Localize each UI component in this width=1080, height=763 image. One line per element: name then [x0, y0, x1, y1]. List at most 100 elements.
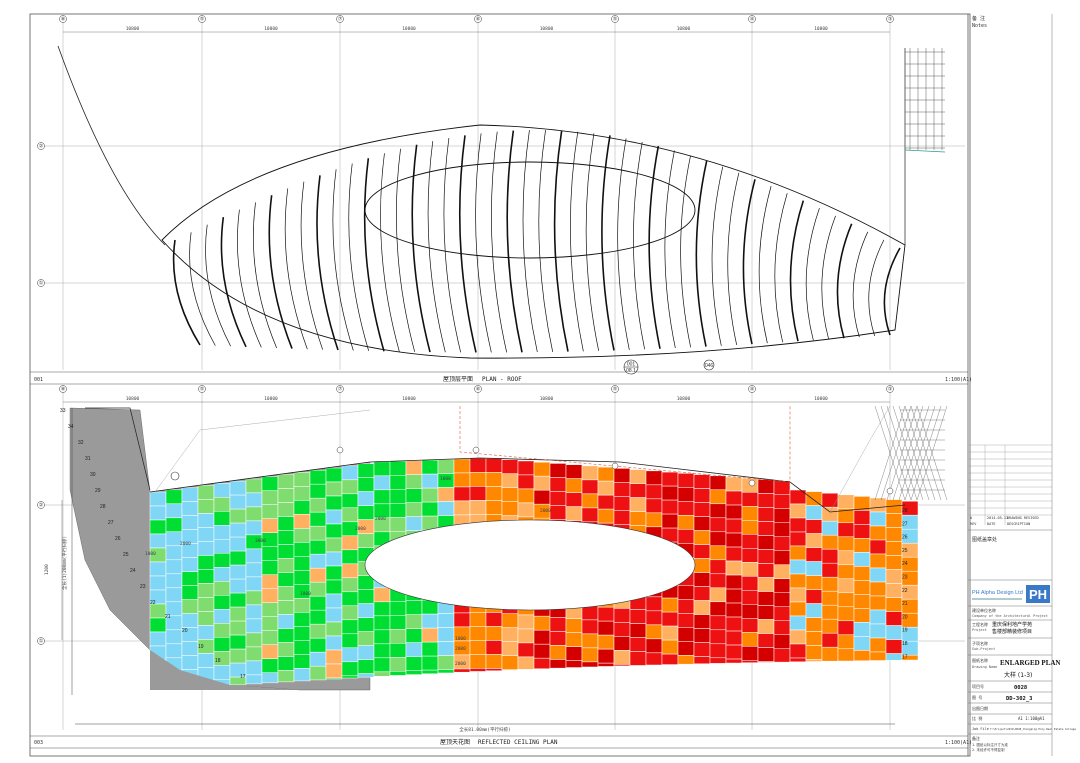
ceiling-tile [261, 644, 279, 659]
ceiling-tile [645, 512, 663, 528]
ceiling-tile [661, 471, 679, 487]
section-marker-icon[interactable]: 001 08.1 [623, 359, 639, 375]
roof-rib [883, 247, 901, 336]
ceiling-tile [261, 518, 279, 533]
section-tag-top: 001 [627, 362, 636, 368]
ceiling-tile [821, 604, 839, 620]
ceiling-tile [693, 544, 711, 559]
ceiling-tile [213, 553, 231, 568]
row-number-right: 17 [902, 654, 908, 660]
ceiling-tile [181, 585, 199, 600]
ceiling-tile [725, 560, 743, 576]
roof-rib [363, 158, 385, 352]
ceiling-tile [613, 636, 631, 651]
grid-bubble-icon: ② [37, 501, 45, 509]
ceiling-tile [853, 524, 871, 539]
ceiling-tile [693, 642, 711, 657]
ceiling-tile [581, 479, 599, 495]
ceiling-tile [197, 625, 215, 640]
ceiling-tile [821, 492, 839, 508]
ceiling-tile [309, 665, 327, 681]
ceiling-tile [485, 640, 503, 655]
row-number-left: 27 [108, 520, 114, 526]
ceiling-tile [245, 646, 263, 662]
ceiling-tile [405, 642, 423, 657]
ceiling-tile [885, 527, 903, 542]
ceiling-tile [709, 629, 727, 645]
ceiling-tile [501, 487, 519, 502]
ceiling-tile [805, 617, 823, 632]
ceiling-tile [533, 489, 551, 505]
ceiling-tile [373, 629, 391, 645]
grid-bubble-icon: ② [37, 142, 45, 150]
roof-rib [189, 232, 216, 346]
ceiling-tile [837, 592, 855, 608]
small-dimension: 2000 [355, 526, 366, 532]
ceiling-tile [565, 492, 583, 507]
ceiling-tile [229, 494, 247, 510]
roof-rib [680, 155, 692, 348]
bay-dimension: 10800 [540, 26, 554, 32]
grid-axis-label: ⑧ [61, 17, 66, 23]
ceiling-tile [853, 594, 871, 609]
ceiling-tile [485, 458, 503, 473]
ceiling-tile [869, 497, 887, 513]
ceiling-tile [805, 547, 823, 562]
ceiling-tile [661, 625, 679, 641]
ceiling-tile [485, 654, 503, 669]
ceiling-tile [293, 472, 311, 487]
ceiling-tile [325, 495, 343, 511]
ceiling-tile [309, 595, 327, 611]
row-number-left: 33 [60, 408, 66, 414]
ceiling-tile [293, 542, 311, 557]
roof-rib [427, 141, 446, 353]
ceiling-tile [245, 674, 263, 685]
ceiling-tile [885, 569, 903, 584]
ceiling-tile [741, 548, 759, 563]
roof-opening [364, 161, 696, 259]
roof-rib [205, 224, 231, 347]
small-dimension: 2000 [375, 516, 386, 522]
ceiling-tile [261, 476, 279, 491]
ceiling-tile [725, 574, 743, 590]
ceiling-tile [853, 552, 871, 567]
grid-bubble-icon: ⑥ [474, 385, 482, 393]
ceiling-tile [149, 491, 167, 507]
ceiling-tile [581, 633, 599, 649]
ceiling-tile [757, 605, 775, 620]
ceiling-tile [581, 661, 599, 668]
ceiling-tile [309, 553, 327, 569]
roof-rib [220, 217, 247, 348]
ceiling-tile [789, 517, 807, 533]
ceiling-tile [773, 508, 791, 524]
ceiling-tile [629, 651, 647, 666]
ceiling-tile [373, 503, 391, 519]
ceiling-tile [757, 647, 775, 662]
ceiling-tile [293, 654, 311, 669]
ceiling-tile [757, 535, 775, 550]
ceiling-tile [869, 581, 887, 597]
roof-rib [570, 131, 584, 352]
ceiling-tile [277, 474, 295, 489]
node-circle-icon [170, 471, 180, 481]
roof-rib [821, 215, 836, 340]
ceiling-tile [405, 488, 423, 503]
ceiling-tile [789, 573, 807, 589]
ceiling-tile [341, 591, 359, 607]
ceiling-tile [197, 569, 215, 584]
ceiling-tile [213, 525, 231, 540]
ceiling-tile [341, 675, 359, 679]
ceiling-tile [197, 653, 215, 668]
node-circle-icon [472, 446, 480, 454]
ceiling-tile [181, 571, 199, 586]
ceiling-tile [389, 461, 407, 476]
ceiling-tile [501, 501, 519, 516]
grid-row-label: ① [39, 281, 44, 287]
top-panel-title-cn: 屋顶层平面 [443, 376, 473, 383]
ceiling-tile [149, 631, 167, 647]
ceiling-tile [181, 557, 199, 572]
row-number-right: 26 [902, 535, 908, 541]
ceiling-tile [165, 489, 183, 505]
ceiling-tile [309, 651, 327, 667]
ceiling-tile [789, 615, 807, 631]
